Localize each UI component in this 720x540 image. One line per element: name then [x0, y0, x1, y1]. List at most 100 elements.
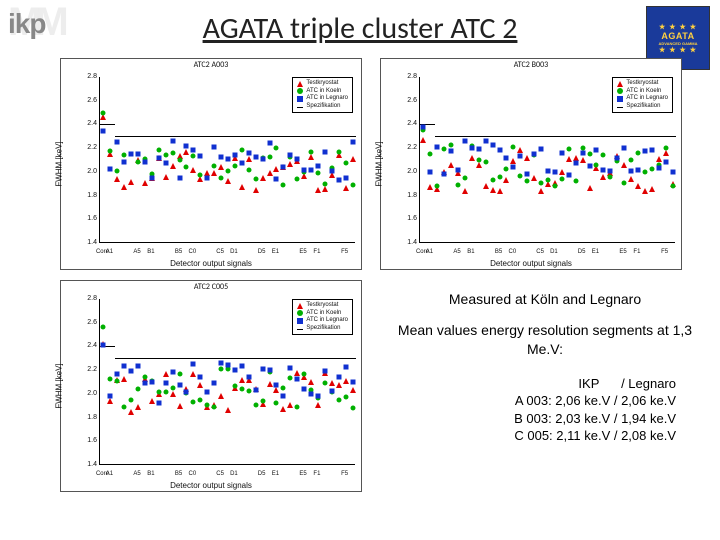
data-point	[212, 381, 217, 386]
data-point	[608, 169, 613, 174]
data-point	[322, 186, 328, 192]
data-point	[343, 378, 349, 384]
data-point	[253, 388, 258, 393]
data-point	[322, 368, 327, 373]
data-point	[343, 175, 348, 180]
data-point	[218, 164, 224, 170]
data-point	[350, 380, 355, 385]
data-point	[622, 145, 627, 150]
data-point	[490, 187, 496, 193]
data-point	[531, 175, 537, 181]
data-point	[226, 168, 231, 173]
data-point	[267, 381, 273, 387]
y-tick: 2.8	[79, 73, 97, 80]
data-point	[350, 387, 356, 393]
data-point	[101, 129, 106, 134]
data-point	[309, 150, 314, 155]
table-row: A 003: 2,06 ke.V / 2,06 ke.V	[390, 392, 676, 410]
y-tick: 2.6	[79, 319, 97, 326]
data-point	[539, 146, 544, 151]
data-point	[504, 156, 509, 161]
y-tick: 1.4	[399, 239, 417, 246]
x-tick: B5	[175, 249, 182, 255]
data-point	[142, 380, 147, 385]
data-point	[490, 177, 495, 182]
data-point	[420, 137, 426, 143]
x-tick: C5	[216, 471, 224, 477]
data-point	[315, 163, 320, 168]
data-point	[336, 382, 342, 388]
data-point	[190, 167, 196, 173]
x-tick: C0	[189, 249, 197, 255]
data-point	[129, 398, 134, 403]
data-point	[177, 383, 182, 388]
y-tick: 2.0	[399, 168, 417, 175]
y-tick: 2.4	[79, 120, 97, 127]
data-point	[656, 165, 661, 170]
data-point	[163, 161, 168, 166]
legend: TestkryostatATC in KoelnATC in LegnaroSp…	[612, 77, 673, 113]
data-point	[212, 163, 217, 168]
data-point	[649, 147, 654, 152]
y-axis-label: FWHM [keV]	[55, 363, 64, 408]
data-point	[308, 379, 314, 385]
y-tick: 2.8	[399, 73, 417, 80]
data-point	[246, 389, 251, 394]
data-point	[510, 158, 516, 164]
data-point	[315, 393, 320, 398]
data-point	[287, 161, 293, 167]
x-tick: D1	[550, 249, 558, 255]
data-point	[281, 385, 286, 390]
data-point	[108, 377, 113, 382]
data-point	[190, 371, 196, 377]
data-point	[114, 176, 120, 182]
data-point	[253, 155, 258, 160]
data-point	[129, 368, 134, 373]
data-point	[177, 158, 182, 163]
data-point	[621, 162, 627, 168]
data-point	[253, 177, 258, 182]
data-point	[239, 363, 244, 368]
data-point	[260, 366, 265, 371]
data-point	[629, 169, 634, 174]
data-point	[288, 152, 293, 157]
data-point	[649, 186, 655, 192]
data-point	[177, 175, 182, 180]
data-point	[329, 380, 335, 386]
data-point	[448, 162, 454, 168]
x-axis-label: Detector output signals	[381, 259, 681, 268]
data-point	[136, 364, 141, 369]
data-point	[198, 153, 203, 158]
data-point	[170, 138, 175, 143]
data-point	[122, 404, 127, 409]
data-point	[142, 180, 148, 186]
data-point	[428, 152, 433, 157]
data-point	[642, 148, 647, 153]
data-point	[267, 368, 272, 373]
data-point	[212, 405, 217, 410]
data-point	[336, 178, 341, 183]
spec-line	[435, 136, 676, 137]
data-point	[350, 139, 355, 144]
data-point	[483, 160, 488, 165]
data-point	[483, 139, 488, 144]
data-point	[128, 179, 134, 185]
data-point	[142, 160, 147, 165]
x-axis-label: Detector output signals	[61, 481, 361, 490]
data-point	[170, 370, 175, 375]
data-point	[226, 362, 231, 367]
data-point	[462, 175, 467, 180]
data-point	[170, 163, 176, 169]
data-point	[163, 389, 168, 394]
data-point	[350, 183, 355, 188]
data-point	[336, 398, 341, 403]
spec-line	[115, 358, 356, 359]
data-point	[280, 406, 286, 412]
y-tick: 2.0	[79, 390, 97, 397]
data-point	[232, 163, 237, 168]
data-point	[225, 407, 231, 413]
data-point	[219, 360, 224, 365]
data-point	[149, 380, 154, 385]
chart-b003: ATC2 B003FWHM [keV]Detector output signa…	[380, 58, 682, 270]
data-point	[656, 156, 662, 162]
